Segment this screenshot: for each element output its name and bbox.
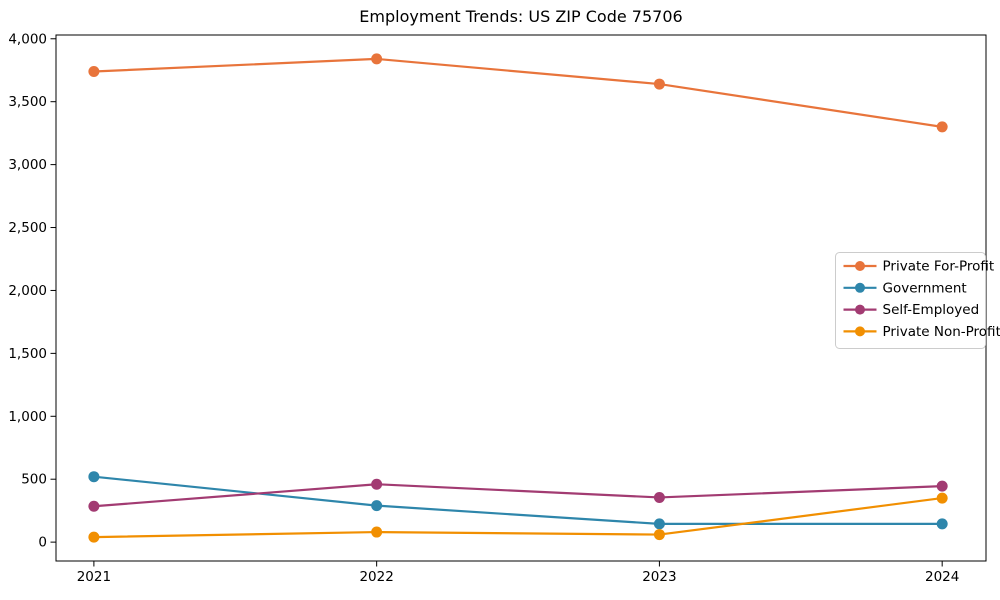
y-tick-label: 2,500 — [8, 220, 47, 236]
legend-label-government: Government — [883, 280, 967, 296]
series-marker-private-for-profit — [936, 121, 948, 133]
series-line-private-for-profit — [92, 57, 944, 128]
y-tick-label: 500 — [21, 472, 47, 488]
y-tick-label: 4,000 — [8, 31, 47, 47]
y-tick-label: 1,500 — [8, 346, 47, 362]
series-marker-self-employed — [936, 480, 948, 492]
chart-title: Employment Trends: US ZIP Code 75706 — [359, 7, 682, 26]
series-line-government — [92, 475, 944, 525]
series-marker-government — [653, 518, 665, 530]
legend-label-self-employed: Self-Employed — [883, 302, 980, 318]
series-marker-private-for-profit — [653, 78, 665, 90]
series-marker-private-non-profit — [653, 529, 665, 541]
x-tick-label: 2024 — [925, 569, 959, 585]
series-marker-private-for-profit — [371, 53, 383, 65]
series-marker-private-non-profit — [88, 531, 100, 543]
series-marker-private-non-profit — [936, 492, 948, 504]
series-marker-government — [936, 518, 948, 530]
series-marker-self-employed — [371, 478, 383, 490]
legend-marker-private-non-profit — [855, 326, 865, 337]
series-marker-government — [88, 471, 100, 483]
legend-marker-self-employed — [855, 304, 865, 315]
series-marker-private-non-profit — [371, 526, 383, 538]
x-tick-label: 2021 — [77, 569, 111, 585]
series-marker-self-employed — [88, 500, 100, 512]
x-tick-label: 2022 — [359, 569, 393, 585]
series-line-self-employed — [92, 483, 944, 508]
y-tick-label: 3,500 — [8, 94, 47, 110]
series-marker-self-employed — [653, 491, 665, 503]
legend-label-private-non-profit: Private Non-Profit — [883, 324, 1000, 340]
legend-marker-private-for-profit — [855, 261, 865, 271]
series-line-private-non-profit — [92, 496, 944, 539]
x-tick-label: 2023 — [642, 569, 676, 585]
y-tick-label: 1,000 — [8, 409, 47, 425]
y-tick-label: 2,000 — [8, 283, 47, 299]
legend: Private For-Profit Government Self-Employe… — [835, 252, 1000, 349]
y-tick-label: 3,000 — [8, 157, 47, 173]
legend-box — [835, 252, 986, 349]
series-marker-government — [371, 500, 383, 512]
legend-marker-government — [855, 282, 865, 293]
series-marker-private-for-profit — [88, 65, 100, 77]
y-tick-label: 0 — [38, 535, 47, 551]
legend-label-private-for-profit: Private For-Profit — [883, 259, 995, 275]
